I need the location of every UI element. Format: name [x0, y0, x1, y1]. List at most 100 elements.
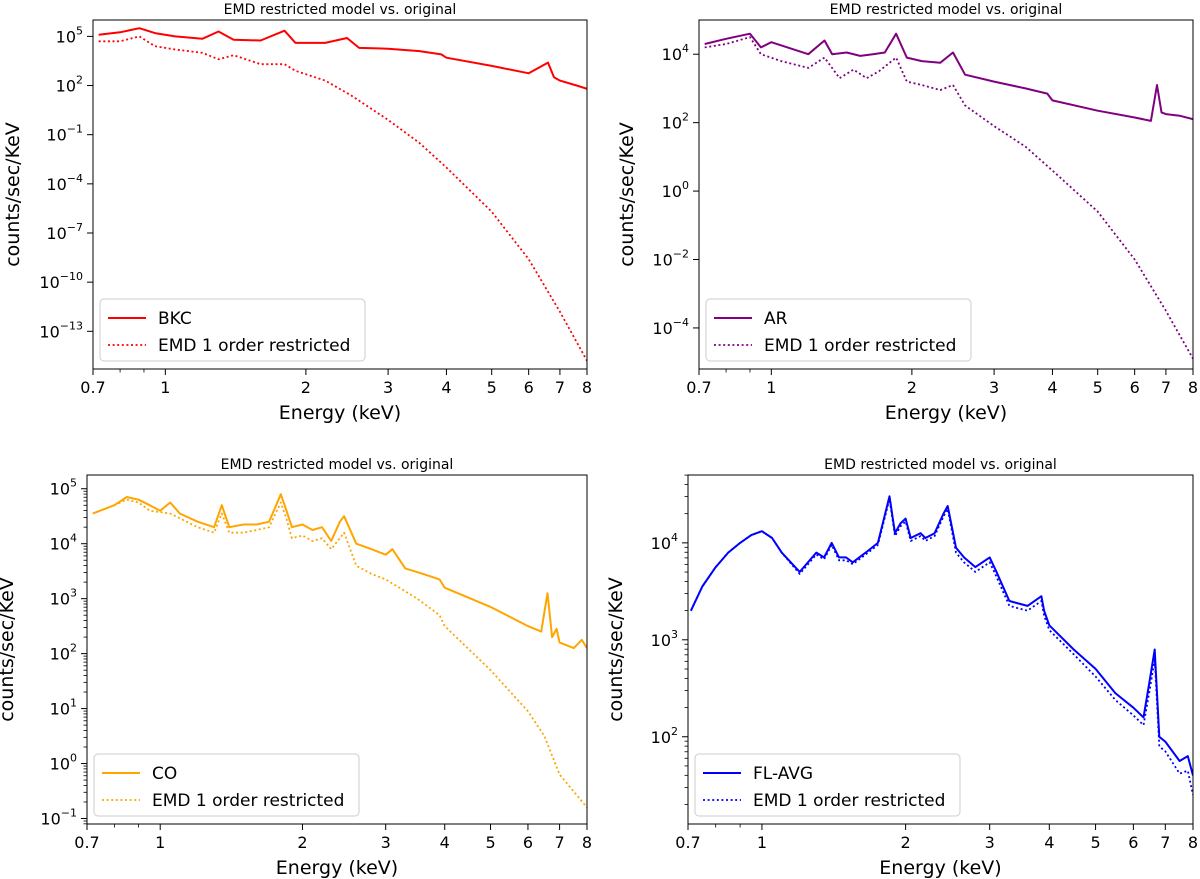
- y-tick-label: 102: [662, 111, 689, 133]
- series-line-original: [92, 493, 587, 650]
- y-tick-label: 105: [56, 24, 83, 46]
- x-tick-label: 5: [1093, 378, 1103, 397]
- x-tick-label: 3: [383, 378, 393, 397]
- legend-entry-label: EMD 1 order restricted: [764, 336, 956, 356]
- legend-entry-label: EMD 1 order restricted: [753, 791, 945, 811]
- series-line-restricted: [690, 498, 1193, 796]
- x-tick-label: 7: [1161, 378, 1171, 397]
- x-tick-label: 5: [485, 833, 495, 852]
- y-tick-label: 10−2: [652, 248, 689, 270]
- x-axis-label: Energy (keV): [879, 857, 1001, 879]
- y-tick-label: 104: [50, 532, 77, 554]
- y-axis-label: counts/sec/KeV: [0, 577, 18, 722]
- y-axis-label: counts/sec/KeV: [616, 122, 638, 267]
- x-tick-label: 1: [160, 378, 170, 397]
- x-tick-label: 6: [523, 833, 533, 852]
- x-tick-label: 6: [1128, 833, 1138, 852]
- x-tick-label: 5: [487, 378, 497, 397]
- legend-entry-label: FL-AVG: [753, 764, 813, 784]
- series-line-restricted: [92, 498, 587, 809]
- legend-box: [705, 298, 972, 362]
- legend-entry-label: CO: [152, 764, 177, 784]
- chart-title: EMD restricted model vs. original: [224, 2, 457, 18]
- x-tick-label: 7: [554, 833, 564, 852]
- legend-entry-label: EMD 1 order restricted: [152, 791, 344, 811]
- x-tick-label: 1: [757, 833, 767, 852]
- x-tick-label: 5: [1090, 833, 1100, 852]
- y-tick-label: 102: [56, 74, 83, 96]
- y-tick-label: 102: [50, 642, 77, 664]
- y-tick-label: 10−1: [40, 807, 77, 829]
- legend-box: [99, 298, 366, 362]
- x-tick-label: 7: [555, 378, 565, 397]
- x-tick-label: 3: [989, 378, 999, 397]
- y-tick-label: 10−10: [39, 270, 83, 292]
- y-tick-label: 101: [50, 697, 77, 719]
- legend-box: [93, 753, 360, 817]
- legend-entry-label: EMD 1 order restricted: [158, 336, 350, 356]
- legend-entry-label: BKC: [158, 309, 192, 329]
- x-tick-label: 4: [440, 833, 450, 852]
- x-tick-label: 8: [582, 378, 592, 397]
- y-tick-label: 102: [651, 725, 678, 747]
- y-tick-label: 10−7: [46, 221, 83, 243]
- x-tick-label: 0.7: [675, 833, 700, 852]
- y-tick-label: 103: [651, 628, 678, 650]
- x-tick-label: 4: [1047, 378, 1057, 397]
- y-axis-label: counts/sec/KeV: [605, 577, 627, 722]
- x-tick-label: 2: [907, 378, 917, 397]
- x-tick-label: 0.7: [74, 833, 99, 852]
- chart-panel-1: EMD restricted model vs. original 0.7 1 2 3 4…: [2, 2, 592, 424]
- legend: CO EMD 1 order restricted: [93, 753, 360, 817]
- y-tick-label: 100: [50, 752, 77, 774]
- y-tick-label: 103: [50, 587, 77, 609]
- y-tick-label: 10−13: [39, 319, 83, 341]
- x-tick-label: 6: [1130, 378, 1140, 397]
- x-tick-label: 2: [901, 833, 911, 852]
- y-tick-label: 104: [662, 42, 689, 64]
- x-axis-label: Energy (keV): [885, 402, 1007, 424]
- chart-panel-3: EMD restricted model vs. original 0.7 1 2 3 4…: [0, 457, 592, 879]
- x-axis-label: Energy (keV): [279, 402, 401, 424]
- series-line-original: [704, 32, 1193, 122]
- plot-frame: [92, 19, 588, 370]
- chart-panel-2: EMD restricted model vs. original 0.7 1 2 3 4…: [616, 2, 1198, 424]
- legend: FL-AVG EMD 1 order restricted: [694, 753, 961, 817]
- y-tick-label: 10−4: [46, 172, 83, 194]
- x-tick-label: 2: [297, 833, 307, 852]
- x-tick-label: 2: [301, 378, 311, 397]
- x-tick-label: 4: [441, 378, 451, 397]
- legend: BKC EMD 1 order restricted: [99, 298, 366, 362]
- plot-frame: [698, 19, 1194, 370]
- x-tick-label: 8: [1188, 833, 1198, 852]
- x-tick-label: 1: [766, 378, 776, 397]
- chart-title: EMD restricted model vs. original: [824, 457, 1057, 473]
- y-axis-label: counts/sec/KeV: [2, 122, 24, 267]
- y-tick-label: 10−4: [652, 316, 689, 338]
- x-tick-label: 3: [985, 833, 995, 852]
- x-tick-label: 3: [381, 833, 391, 852]
- series-line-original: [98, 27, 587, 90]
- plot-frame: [86, 474, 588, 825]
- x-axis-label: Energy (keV): [276, 857, 398, 879]
- series-line-restricted: [704, 36, 1193, 360]
- legend-box: [694, 753, 961, 817]
- x-tick-label: 0.7: [80, 378, 105, 397]
- y-tick-label: 100: [662, 179, 689, 201]
- chart-panel-4: EMD restricted model vs. original 0.7 1 2 3 4…: [605, 457, 1198, 879]
- legend: AR EMD 1 order restricted: [705, 298, 972, 362]
- x-tick-label: 4: [1044, 833, 1054, 852]
- x-tick-label: 8: [1188, 378, 1198, 397]
- y-tick-label: 10−1: [46, 123, 83, 145]
- x-tick-label: 8: [582, 833, 592, 852]
- chart-title: EMD restricted model vs. original: [830, 2, 1063, 18]
- y-tick-label: 104: [651, 531, 678, 553]
- series-line-original: [689, 495, 1193, 776]
- x-tick-label: 6: [524, 378, 534, 397]
- x-tick-label: 1: [155, 833, 165, 852]
- x-tick-label: 0.7: [686, 378, 711, 397]
- series-line-restricted: [98, 35, 587, 362]
- y-tick-label: 105: [50, 477, 77, 499]
- legend-entry-label: AR: [764, 309, 788, 329]
